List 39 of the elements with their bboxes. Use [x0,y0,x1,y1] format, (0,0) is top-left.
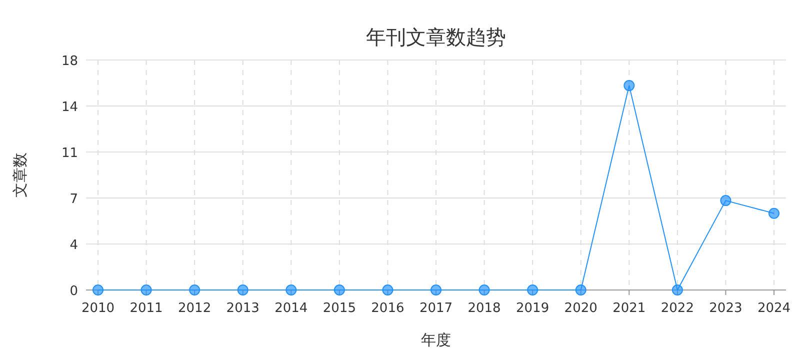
x-tick-label: 2018 [468,301,501,316]
point [92,284,104,296]
x-tick-label: 2012 [178,301,212,316]
x-tick-label: 2017 [419,301,453,316]
chart-title: 年刊文章数趋势 [366,25,506,49]
y-axis-title: 文章数 [11,152,29,198]
point [768,208,780,219]
point [189,284,200,296]
point [527,284,538,296]
y-tick-label: 11 [61,146,78,161]
x-tick-label: 2014 [274,301,308,316]
point [624,80,635,92]
x-tick-label: 2021 [612,301,646,316]
point [720,195,732,206]
x-tick-label: 2015 [322,301,356,316]
point [478,284,490,296]
x-tick-label: 2023 [709,301,742,316]
x-tick-label: 2013 [226,301,260,316]
x-tick-label: 2011 [130,301,163,316]
point [672,284,683,296]
x-tick-label: 2010 [81,301,115,316]
point [430,284,442,296]
x-axis-title: 年度 [421,331,451,349]
point [286,284,297,296]
x-tick-label: 2016 [371,301,404,316]
x-tick-label: 2024 [757,301,791,316]
x-tick-label: 2020 [564,301,598,316]
y-tick-label: 0 [70,284,78,299]
y-tick-label: 4 [70,238,78,253]
point [237,284,248,296]
point [575,284,586,296]
y-tick-label: 7 [70,192,78,207]
point [334,284,345,296]
x-tick-label: 2022 [660,301,694,316]
x-tick-label: 2019 [516,301,550,316]
point [140,284,152,296]
y-tick-label: 18 [61,54,78,69]
y-tick-label: 14 [61,100,78,115]
point [382,284,394,296]
